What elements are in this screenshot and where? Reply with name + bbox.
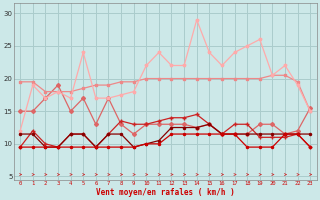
X-axis label: Vent moyen/en rafales ( km/h ): Vent moyen/en rafales ( km/h )	[96, 188, 235, 197]
